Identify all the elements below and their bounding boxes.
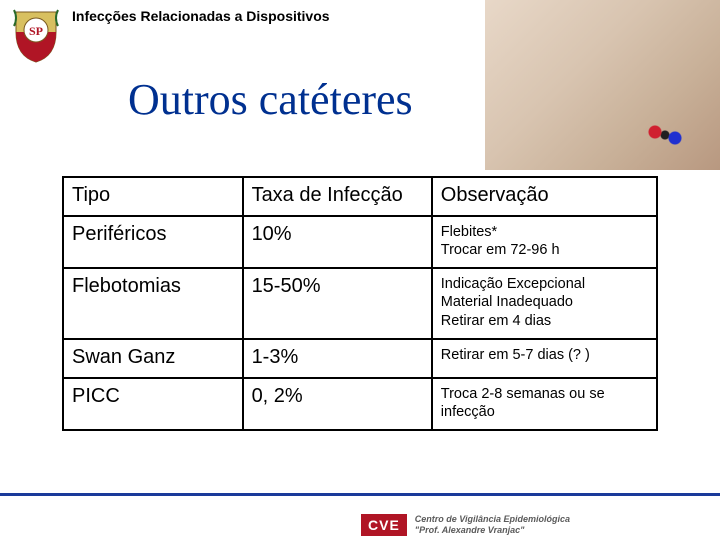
table-row: Flebotomias 15-50% Indicação Excepcional… <box>63 268 657 338</box>
col-header-tipo: Tipo <box>63 177 243 216</box>
cve-line2: "Prof. Alexandre Vranjac" <box>415 525 570 536</box>
page-title: Outros catéteres <box>128 74 413 125</box>
cell-obs: Flebites*Trocar em 72-96 h <box>432 216 657 268</box>
cell-taxa: 1-3% <box>243 339 432 378</box>
col-header-obs: Observação <box>432 177 657 216</box>
col-header-taxa: Taxa de Infecção <box>243 177 432 216</box>
catheter-table: Tipo Taxa de Infecção Observação Perifér… <box>62 176 658 431</box>
table-header-row: Tipo Taxa de Infecção Observação <box>63 177 657 216</box>
table-row: Periféricos 10% Flebites*Trocar em 72-96… <box>63 216 657 268</box>
cell-obs: Troca 2-8 semanas ou se infecção <box>432 378 657 430</box>
state-crest-icon: SP <box>12 6 60 64</box>
svg-text:SP: SP <box>29 24 43 38</box>
cell-tipo: Periféricos <box>63 216 243 268</box>
cell-obs: Retirar em 5-7 dias (? ) <box>432 339 657 378</box>
footer-divider <box>0 493 720 496</box>
cell-tipo: Flebotomias <box>63 268 243 338</box>
cell-tipo: PICC <box>63 378 243 430</box>
cell-taxa: 0, 2% <box>243 378 432 430</box>
footer-logo: CVE Centro de Vigilância Epidemiológica … <box>361 514 570 536</box>
header: SP Infecções Relacionadas a Dispositivos <box>0 0 720 70</box>
cve-badge: CVE <box>361 514 407 536</box>
cve-label: Centro de Vigilância Epidemiológica "Pro… <box>415 514 570 536</box>
cell-taxa: 15-50% <box>243 268 432 338</box>
header-subtitle: Infecções Relacionadas a Dispositivos <box>72 8 330 24</box>
table-row: Swan Ganz 1-3% Retirar em 5-7 dias (? ) <box>63 339 657 378</box>
cell-obs: Indicação ExcepcionalMaterial Inadequado… <box>432 268 657 338</box>
table-row: PICC 0, 2% Troca 2-8 semanas ou se infec… <box>63 378 657 430</box>
cell-taxa: 10% <box>243 216 432 268</box>
cell-tipo: Swan Ganz <box>63 339 243 378</box>
cve-line1: Centro de Vigilância Epidemiológica <box>415 514 570 525</box>
